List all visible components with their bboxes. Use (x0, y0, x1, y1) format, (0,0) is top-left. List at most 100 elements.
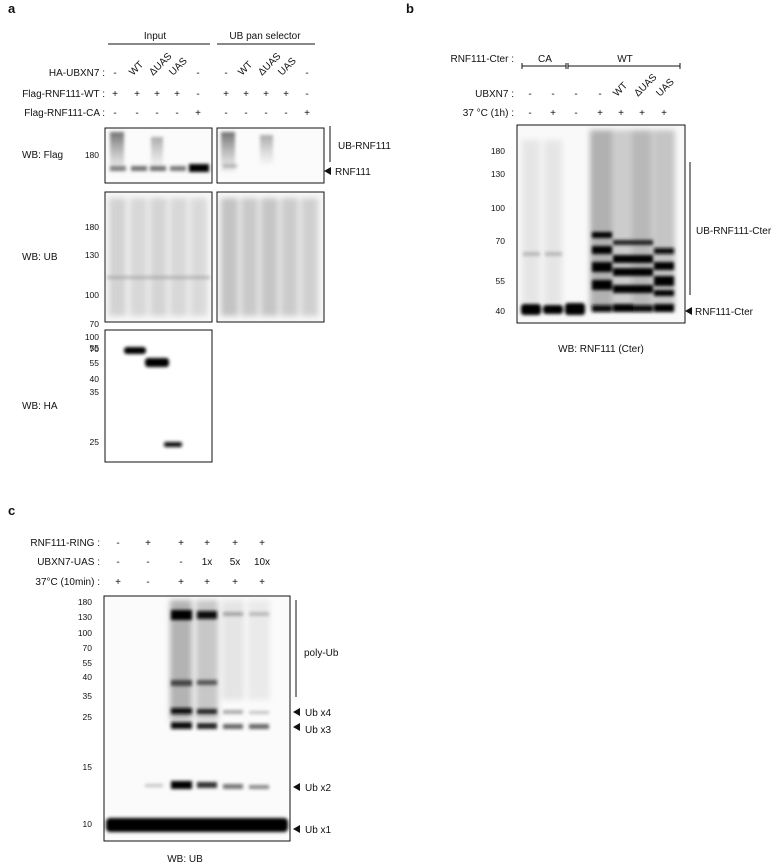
lane-label-ubxn7: - (574, 89, 577, 100)
lane-label-flag-ca: + (304, 108, 310, 119)
blot-flag: WB: Flag 180 UB-RNF111 RNF111 (22, 126, 391, 184)
lane-label-37c-1h: - (574, 108, 577, 119)
marker: 70 (83, 643, 93, 653)
lane-label-flag-ca: - (224, 108, 227, 119)
row-label-37c-1h: 37 °C (1h) : (463, 108, 514, 119)
lane-label-flag-ca: - (284, 108, 287, 119)
lane-label-37c-10min: + (115, 577, 121, 588)
annotation-ub-x3: Ub x3 (305, 725, 332, 736)
lane-label-37c-10min: + (259, 577, 265, 588)
marker: 100 (78, 628, 92, 638)
lane-label-flag-wt: + (263, 89, 269, 100)
lane-label-flag-wt: + (223, 89, 229, 100)
lane-label-flag-ca: - (244, 108, 247, 119)
lane-label-ubxn7: WT (611, 80, 630, 99)
wb-ub-label: WB: UB (22, 252, 58, 263)
panel-a: a Input UB pan selector HA-UBXN7 : Flag-… (8, 1, 391, 463)
lane-label-flag-ca: - (113, 108, 116, 119)
blot-rnf111-cter: 180 130 100 70 55 40 UB-RNF111-Cter RNF1… (491, 124, 772, 355)
marker: 130 (78, 612, 92, 622)
annotation-ub-x4: Ub x4 (305, 708, 332, 719)
marker: 15 (83, 762, 93, 772)
lane-label-flag-wt: + (174, 89, 180, 100)
lane-label-37c-1h: + (661, 108, 667, 119)
annotation-ub-x1: Ub x1 (305, 825, 332, 836)
group-input-label: Input (144, 31, 166, 42)
lane-label-37c-10min: + (232, 577, 238, 588)
group-pan-selector-label: UB pan selector (229, 31, 301, 42)
lane-label-rnf111-ring: + (204, 538, 210, 549)
lane-label-ubxn7-uas: - (179, 557, 182, 568)
marker: 55 (83, 658, 93, 668)
wb-ub-c-label: WB: UB (167, 854, 203, 865)
lane-label-ubxn7-uas: 1x (202, 557, 213, 568)
lane-label-flag-wt: + (283, 89, 289, 100)
row-label-flag-ca: Flag-RNF111-CA : (24, 108, 105, 119)
group-ca-label: CA (538, 54, 552, 65)
lane-label-flag-wt: + (243, 89, 249, 100)
panel-c: c RNF111-RING : UBXN7-UAS : 37°C (10min)… (8, 503, 339, 865)
marker: 180 (85, 150, 99, 160)
group-wt-label: WT (617, 54, 633, 65)
marker: 55 (496, 276, 506, 286)
lane-label-ubxn7: - (551, 89, 554, 100)
wb-rnf111-cter-label: WB: RNF111 (Cter) (558, 344, 644, 355)
row-label-ubxn7-uas: UBXN7-UAS : (37, 557, 100, 568)
marker: 70 (90, 344, 100, 354)
lane-label-ubxn7-uas: 10x (254, 557, 270, 568)
panel-b: b RNF111-Cter : UBXN7 : 37 °C (1h) : CA … (406, 1, 772, 355)
annotation-ub-rnf111-cter: UB-RNF111-Cter (696, 226, 772, 237)
annotation-rnf111: RNF111 (335, 167, 371, 178)
lane-label-ha-ubxn7: - (196, 68, 199, 79)
lane-label-rnf111-ring: + (259, 538, 265, 549)
wb-ha-label: WB: HA (22, 401, 58, 412)
lane-label-flag-wt: - (305, 89, 308, 100)
marker: 70 (90, 319, 100, 329)
lane-label-rnf111-ring: + (178, 538, 184, 549)
blot-ub-c: 180 130 100 70 55 40 35 25 15 10 poly-Ub… (78, 595, 339, 865)
panel-c-lane-labels: - + + + + + - - - 1x 5x 10x + - + + + + (115, 538, 270, 588)
marker: 180 (85, 222, 99, 232)
lane-label-flag-ca: - (135, 108, 138, 119)
panel-b-label: b (406, 1, 414, 16)
lane-label-ubxn7: - (528, 89, 531, 100)
row-label-37c-10min: 37°C (10min) : (35, 577, 100, 588)
lane-label-ubxn7: - (598, 89, 601, 100)
marker: 130 (85, 250, 99, 260)
lane-label-37c-1h: + (618, 108, 624, 119)
lane-label-rnf111-ring: + (145, 538, 151, 549)
lane-label-flag-wt: - (196, 89, 199, 100)
lane-label-37c-10min: + (178, 577, 184, 588)
annotation-ub-rnf111: UB-RNF111 (338, 141, 391, 152)
lane-label-ha-ubxn7: WT (127, 59, 146, 78)
row-label-ubxn7: UBXN7 : (475, 89, 514, 100)
row-label-rnf111-ring: RNF111-RING : (30, 538, 100, 549)
marker: 35 (90, 387, 100, 397)
lane-label-ubxn7: ΔUAS (632, 72, 659, 99)
lane-label-ha-ubxn7: - (113, 68, 116, 79)
lane-label-37c-10min: + (204, 577, 210, 588)
lane-label-flag-wt: + (112, 89, 118, 100)
marker: 35 (83, 691, 93, 701)
lane-label-ha-ubxn7: - (224, 68, 227, 79)
marker: 180 (78, 597, 92, 607)
marker: 40 (83, 672, 93, 682)
marker: 55 (90, 358, 100, 368)
marker: 100 (85, 290, 99, 300)
lane-label-flag-ca: - (264, 108, 267, 119)
lane-label-37c-10min: - (146, 577, 149, 588)
row-label-flag-wt: Flag-RNF111-WT : (22, 89, 105, 100)
lane-label-flag-wt: + (134, 89, 140, 100)
marker: 180 (491, 146, 505, 156)
lane-label-ha-ubxn7: WT (236, 59, 255, 78)
blot-ub: WB: UB 180 130 100 70 55 (22, 191, 325, 353)
marker: 70 (496, 236, 506, 246)
lane-label-flag-wt: + (154, 89, 160, 100)
marker: 40 (496, 306, 506, 316)
lane-label-37c-1h: + (550, 108, 556, 119)
marker: 130 (491, 169, 505, 179)
lane-label-ubxn7-uas: - (146, 557, 149, 568)
panel-a-label: a (8, 1, 16, 16)
